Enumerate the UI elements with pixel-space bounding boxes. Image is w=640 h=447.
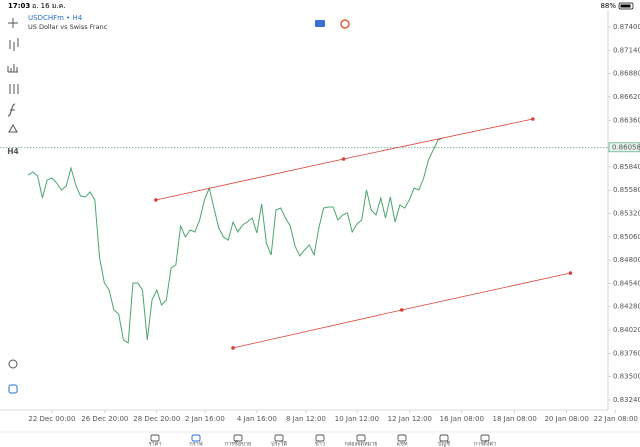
x-tick-label: 22 Dec 00:00 (28, 415, 75, 423)
y-tick-label: 0.87400 (613, 23, 640, 31)
trend-anchor (399, 308, 404, 312)
y-tick-label: 0.84020 (613, 326, 640, 334)
flag-icon[interactable] (340, 19, 350, 29)
tab-icon[interactable] (274, 434, 284, 442)
y-tick-label: 0.86880 (613, 70, 640, 78)
tab-icon[interactable] (480, 434, 490, 442)
left-toolbar (7, 18, 19, 394)
current-price-box (608, 142, 640, 153)
x-tick-label: 12 Jan 12:00 (388, 415, 432, 423)
x-tick-label: 18 Jan 08:00 (493, 415, 537, 423)
x-tick-label: 4 Jan 16:00 (237, 415, 277, 423)
tab-label[interactable]: การตั้งค่า (474, 440, 496, 447)
objects-tool[interactable] (8, 123, 18, 133)
timeframe-button[interactable]: H4 (7, 147, 19, 156)
tab-label[interactable]: ประวัติ (271, 441, 287, 447)
x-tick-label: 28 Dec 20:00 (133, 415, 180, 423)
tab-icon[interactable] (315, 434, 325, 442)
tab-icon[interactable] (233, 434, 243, 442)
battery-level: 88% (600, 2, 616, 10)
trend-anchor (231, 346, 235, 350)
battery-fill (620, 4, 631, 8)
trend-anchor (341, 157, 346, 161)
y-tick-label: 0.83500 (613, 373, 640, 381)
settings-tool[interactable] (9, 84, 19, 94)
symbol-title[interactable]: USDCHFm • H4 (28, 14, 83, 22)
tab-label[interactable]: ราคา (149, 442, 162, 447)
y-tick-label: 0.84540 (613, 279, 640, 287)
x-tick-label: 16 Jan 08:00 (440, 415, 484, 423)
zoom-tool[interactable] (8, 359, 18, 369)
y-tick-label: 0.83760 (613, 349, 640, 357)
trend-anchor (154, 198, 158, 202)
tab-icon[interactable] (191, 434, 201, 442)
tab-label[interactable]: การซื้อขาย (225, 440, 251, 447)
tab-label[interactable]: บัญชี (438, 441, 450, 447)
x-tick-label: 26 Dec 20:00 (81, 415, 128, 423)
x-tick-label: 2 Jan 16:00 (185, 415, 225, 423)
tab-label[interactable]: ข่าว (315, 442, 325, 447)
y-tick-label: 0.85580 (613, 186, 640, 194)
y-tick-label: 0.87140 (613, 46, 640, 54)
y-tick-label: 0.84800 (613, 256, 640, 264)
broker-icon[interactable] (8, 384, 18, 394)
tab-label[interactable]: กราฟ (189, 441, 202, 447)
status-date: อ. 16 ม.ค. (32, 2, 66, 10)
x-tick-label: 20 Jan 08:00 (544, 415, 588, 423)
x-tick-label: 8 Jan 12:00 (286, 415, 326, 423)
flag-icon[interactable] (315, 20, 325, 27)
x-tick-label: 10 Jan 12:00 (335, 415, 379, 423)
y-tick-label: 0.83240 (613, 396, 640, 404)
tab-icon[interactable] (150, 434, 160, 442)
x-tick-label: 22 Jan 08:00 (594, 415, 638, 423)
symbol-description: US Dollar vs Swiss Franc (28, 23, 108, 31)
indicators-tool[interactable] (7, 64, 18, 73)
y-tick-label: 0.85840 (613, 163, 640, 171)
tab-icon[interactable] (397, 434, 407, 442)
price-line (27, 137, 443, 344)
chart-type-tool[interactable] (9, 38, 19, 51)
function-tool[interactable] (7, 103, 16, 117)
trend-anchor (568, 271, 573, 275)
crosshair-tool[interactable] (8, 18, 18, 28)
current-price-label: 0.86058 (612, 143, 640, 151)
y-tick-label: 0.86360 (613, 116, 640, 124)
tab-icon[interactable] (439, 434, 449, 442)
y-tick-label: 0.85320 (613, 209, 640, 217)
status-time: 17:03 (8, 2, 30, 10)
tab-icon[interactable] (356, 434, 366, 442)
y-tick-label: 0.84280 (613, 303, 640, 311)
y-tick-label: 0.86620 (613, 93, 640, 101)
trend-anchor (530, 117, 535, 121)
battery-icon (618, 2, 634, 10)
tab-label[interactable]: แชท (397, 441, 408, 447)
tab-label[interactable]: กล่องจดหมาย (344, 442, 377, 447)
y-tick-label: 0.85060 (613, 233, 640, 241)
